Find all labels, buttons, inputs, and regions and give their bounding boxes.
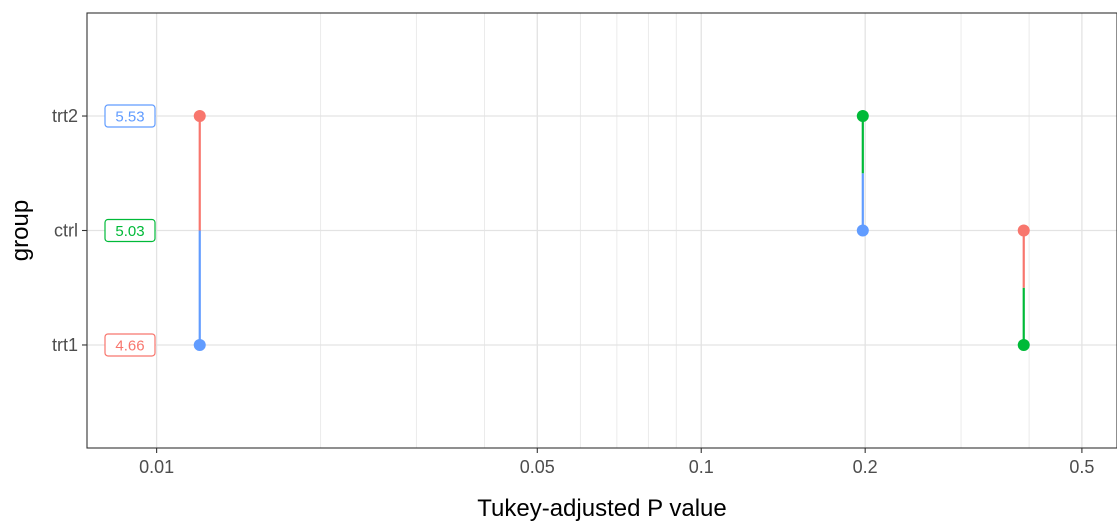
group-mean-label-box <box>104 104 156 128</box>
comparison-point-trt1-trt2-trt1 <box>193 338 206 351</box>
y-tick-label-ctrl: ctrl <box>54 221 78 241</box>
group-mean-label-trt2: 5.53 <box>104 104 156 128</box>
y-axis: trt1 ctrl trt2 <box>52 106 87 355</box>
comparison-point-trt1-trt2-trt2 <box>193 110 206 123</box>
group-mean-label-box <box>104 218 156 243</box>
x-tick-label: 0.1 <box>689 457 714 477</box>
x-axis-title: Tukey-adjusted P value <box>477 495 726 522</box>
group-mean-labels: 5.53 5.03 4.66 <box>104 104 156 357</box>
group-mean-label-box <box>104 333 156 357</box>
major-gridlines <box>87 13 1117 448</box>
group-mean-value: 5.53 <box>115 109 144 126</box>
comparison-marks <box>193 110 1030 351</box>
y-tick-label-trt1: trt1 <box>52 335 78 355</box>
comparison-point-ctrl-trt2-ctrl <box>856 224 869 237</box>
comparison-point-trt1-ctrl-trt1 <box>1017 338 1030 351</box>
group-mean-label-trt1: 4.66 <box>104 333 156 357</box>
x-axis: 0.01 0.05 0.1 0.2 0.5 <box>139 448 1094 477</box>
x-tick-label: 0.05 <box>520 457 555 477</box>
group-mean-value: 5.03 <box>115 223 144 240</box>
group-mean-label-ctrl: 5.03 <box>104 218 156 243</box>
group-mean-value: 4.66 <box>115 337 144 354</box>
x-tick-label: 0.01 <box>139 457 174 477</box>
y-axis-title: group <box>7 200 34 261</box>
comparison-point-ctrl-trt2-trt2 <box>856 110 869 123</box>
x-tick-label: 0.5 <box>1069 457 1094 477</box>
y-tick-label-trt2: trt2 <box>52 106 78 126</box>
x-tick-label: 0.2 <box>853 457 878 477</box>
comparison-point-trt1-ctrl-ctrl <box>1017 224 1030 237</box>
